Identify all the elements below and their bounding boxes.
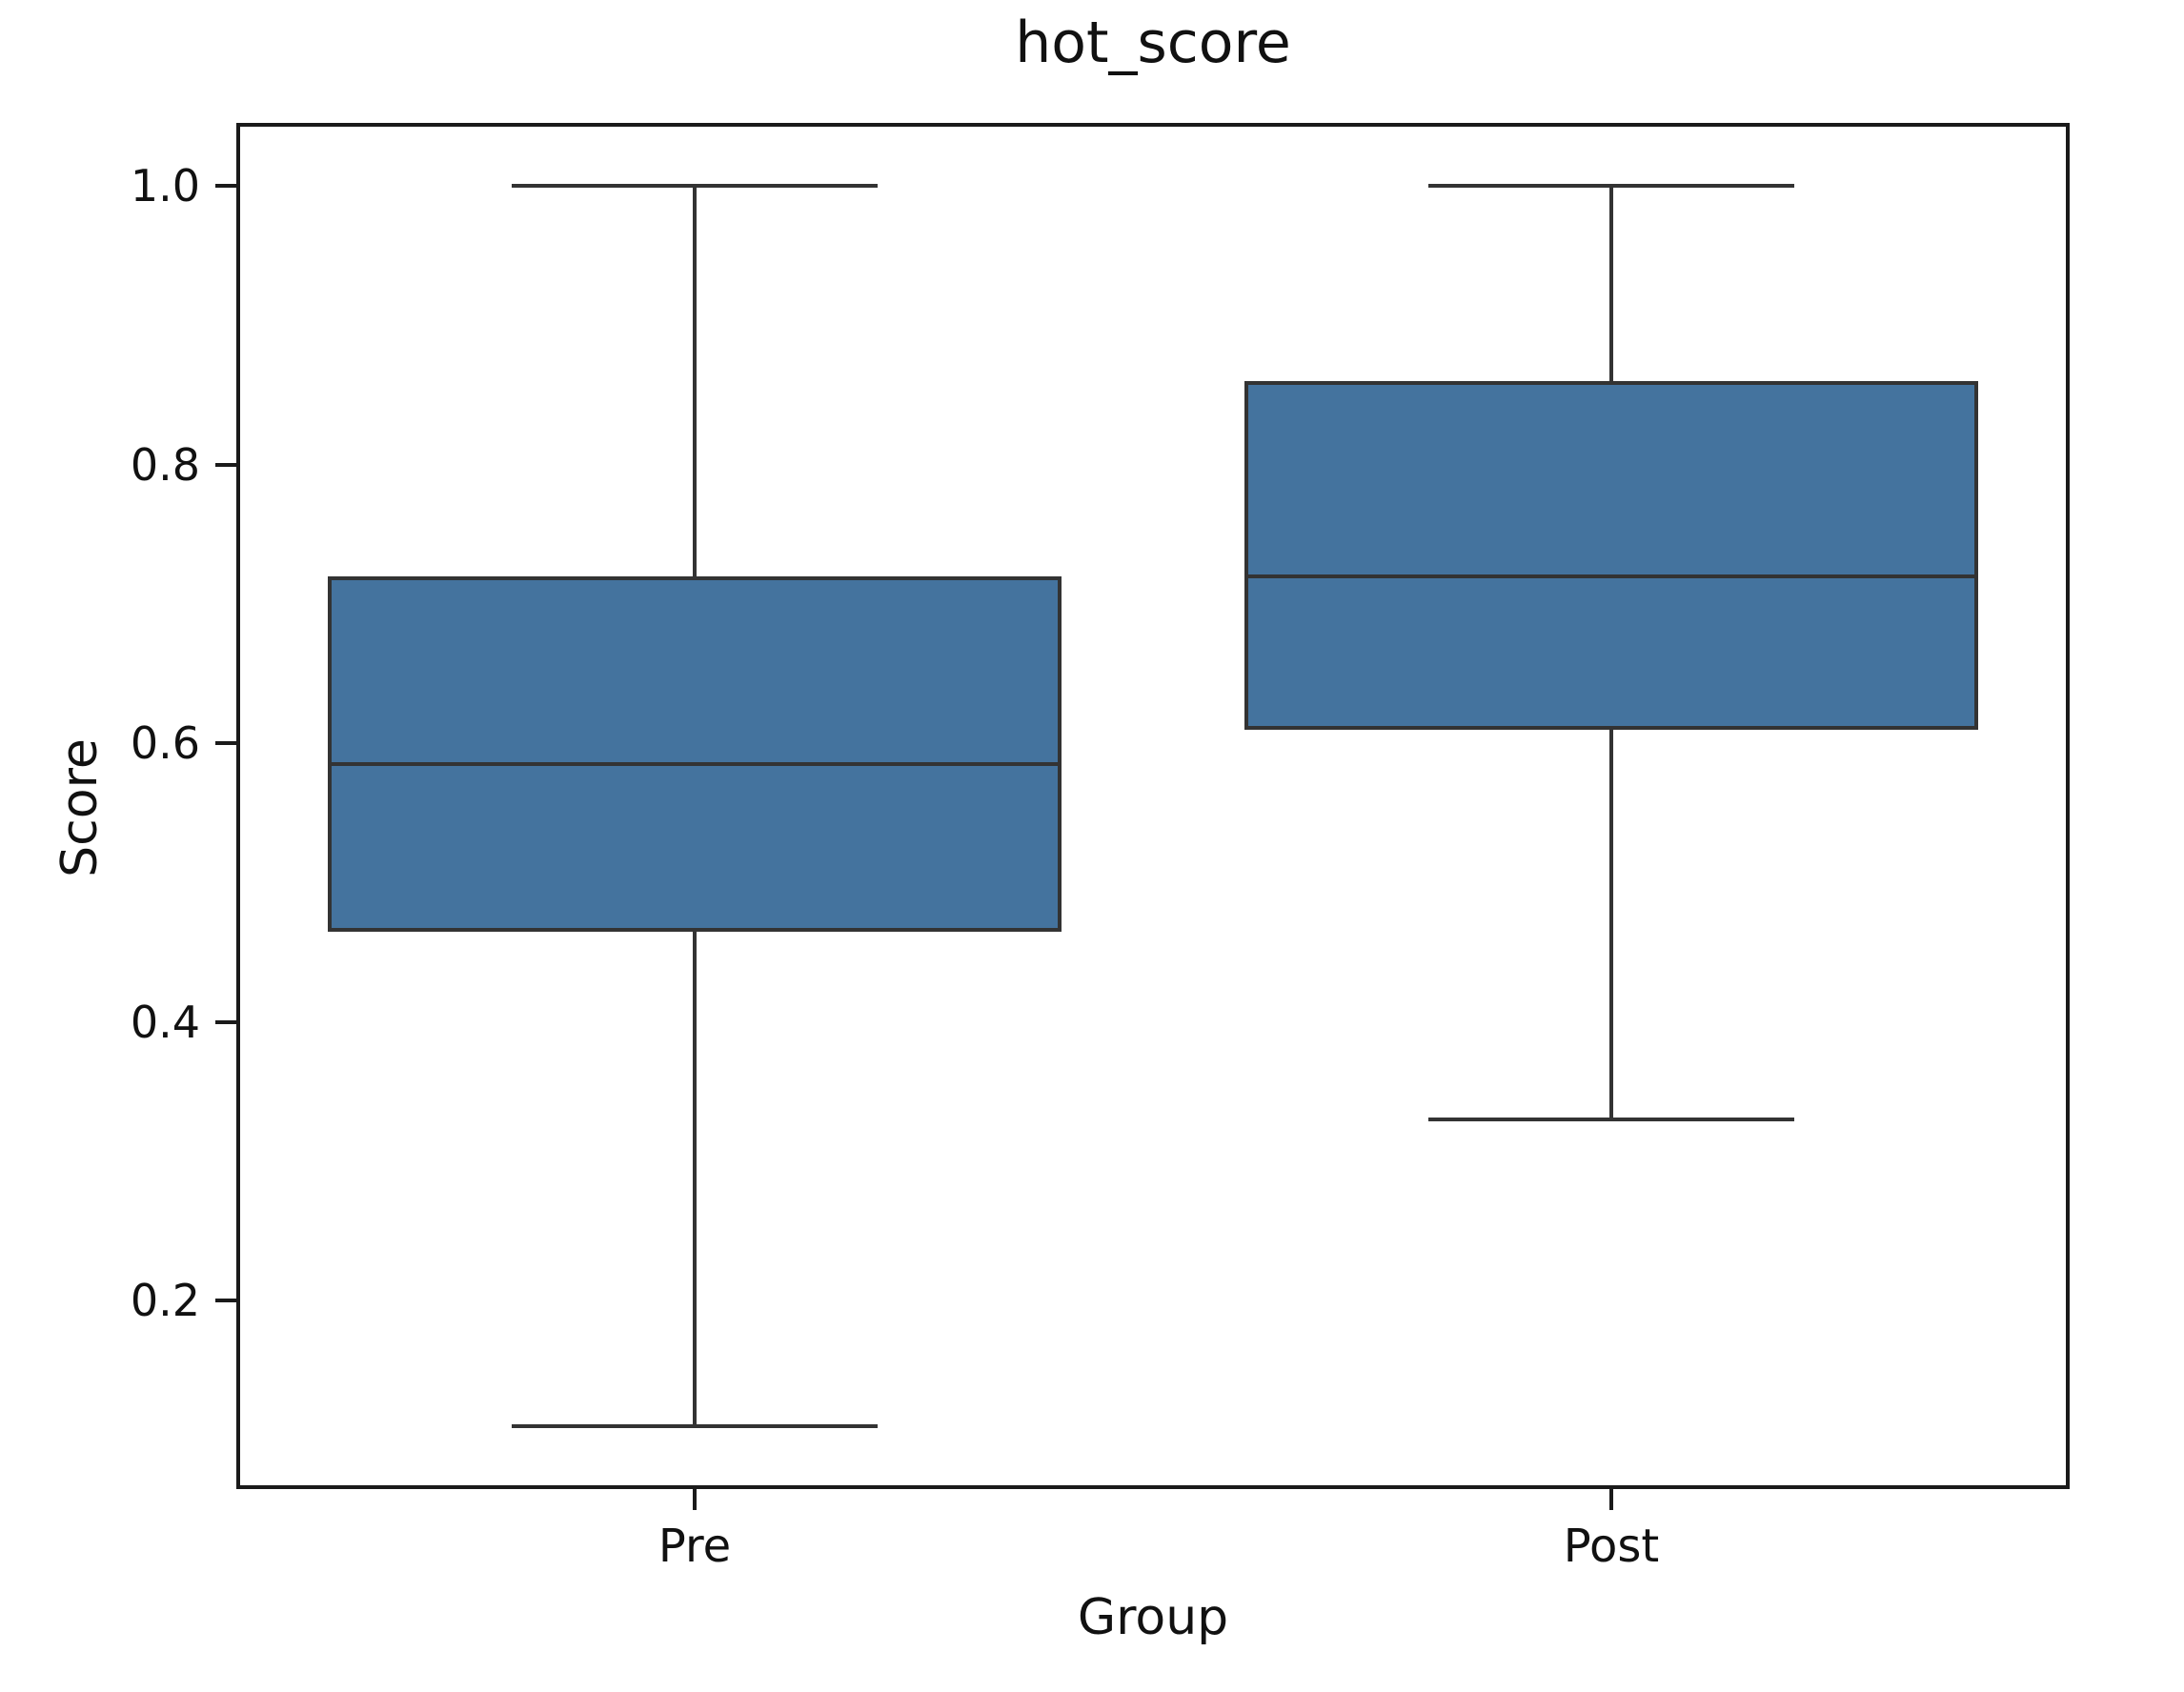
median-pre [328, 762, 1062, 767]
y-tick-mark [215, 741, 236, 746]
y-axis-label: Score [51, 738, 109, 877]
y-tick-mark [215, 462, 236, 467]
whisker-upper-post [1609, 185, 1613, 381]
y-tick-mark [215, 1299, 236, 1303]
y-tick-label: 0.2 [130, 1275, 200, 1327]
whisker-lower-post [1609, 729, 1613, 1120]
y-tick-label: 0.8 [130, 438, 200, 491]
y-tick-mark [215, 1019, 236, 1024]
y-tick-label: 0.6 [130, 717, 200, 770]
whisker-upper-pre [693, 185, 697, 576]
whisker-cap-high-pre [511, 183, 879, 188]
median-post [1244, 574, 1978, 578]
y-tick-mark [215, 183, 236, 188]
y-tick-label: 0.4 [130, 996, 200, 1048]
box-pre [328, 575, 1062, 932]
whisker-cap-low-post [1427, 1118, 1795, 1122]
whisker-lower-pre [693, 931, 697, 1427]
x-tick-mark [693, 1489, 697, 1510]
x-tick-label-pre: Pre [657, 1520, 732, 1573]
whisker-cap-high-post [1427, 183, 1795, 188]
x-tick-mark [1609, 1489, 1613, 1510]
box-post [1244, 380, 1978, 730]
whisker-cap-low-pre [511, 1424, 879, 1429]
x-tick-label-post: Post [1563, 1520, 1660, 1573]
x-axis-label: Group [1077, 1589, 1229, 1646]
chart-title: hot_score [1015, 10, 1291, 76]
y-tick-label: 1.0 [130, 159, 200, 212]
